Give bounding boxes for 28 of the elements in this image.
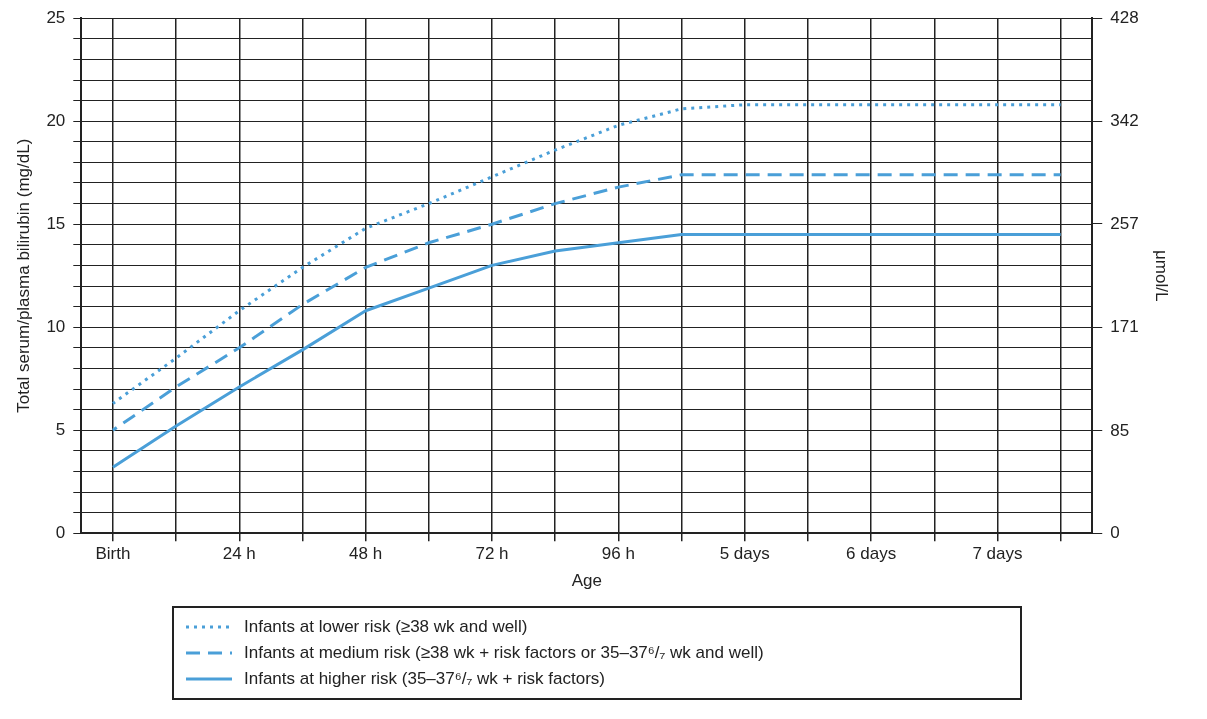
- y-tick-label: 5: [55, 419, 66, 439]
- x-tick-label: 48 h: [349, 544, 383, 564]
- x-tick-label: 24 h: [222, 544, 256, 564]
- y-tick-label: 20: [46, 110, 66, 130]
- y-tick-label: 0: [55, 522, 66, 542]
- y2-tick-label: 85: [1110, 420, 1130, 440]
- y-axis-title: Total serum/plasma bilirubin (mg/dL): [13, 138, 33, 413]
- y2-tick-label: 257: [1110, 213, 1139, 233]
- y-tick-label: 25: [46, 7, 66, 27]
- y2-tick-label: 428: [1110, 7, 1139, 27]
- y2-tick-label: 342: [1110, 111, 1139, 131]
- x-tick-label: Birth: [95, 544, 131, 564]
- x-tick-label: 5 days: [719, 544, 770, 564]
- y2-tick-label: 0: [1110, 522, 1120, 542]
- line-series: [111, 103, 1063, 405]
- legend-label: Infants at medium risk (≥38 wk + risk factors or 35–37⁶/₇ wk and well): [244, 643, 764, 663]
- y2-tick-label: 171: [1110, 317, 1139, 337]
- legend-label: Infants at higher risk (35–37⁶/₇ wk + risk factors): [244, 669, 606, 689]
- x-tick-label: 6 days: [846, 544, 897, 564]
- line-series: [111, 173, 1063, 432]
- y-tick-label: 15: [46, 213, 66, 233]
- y-tick-label: 10: [46, 316, 66, 336]
- x-tick-label: 7 days: [972, 544, 1023, 564]
- x-tick-label: 72 h: [475, 544, 509, 564]
- x-axis-title: Age: [571, 571, 602, 591]
- y2-axis-title: μmol/L: [1152, 250, 1172, 302]
- legend-label: Infants at lower risk (≥38 wk and well): [244, 617, 528, 637]
- x-tick-label: 96 h: [601, 544, 635, 564]
